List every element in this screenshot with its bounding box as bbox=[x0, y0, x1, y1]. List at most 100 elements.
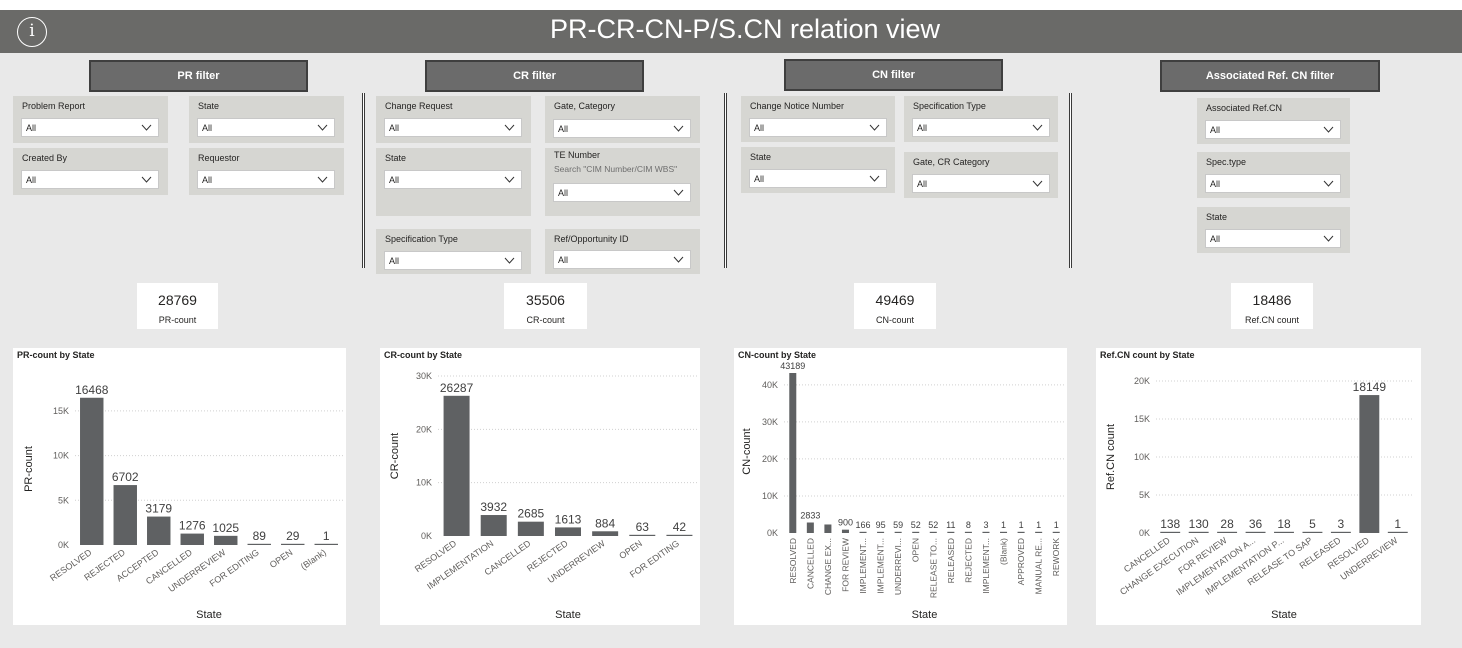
bar bbox=[555, 527, 581, 536]
y-axis-title: Ref.CN count bbox=[1105, 424, 1117, 490]
bar bbox=[480, 515, 507, 536]
bar bbox=[517, 521, 544, 536]
dropdown-value: All bbox=[754, 174, 765, 184]
cn-spec-type-dropdown[interactable]: All bbox=[912, 118, 1050, 137]
cn-state-dropdown[interactable]: All bbox=[749, 169, 887, 188]
dropdown-value: All bbox=[558, 188, 569, 198]
bar bbox=[929, 531, 937, 533]
dropdown-value: All bbox=[558, 255, 569, 265]
bar bbox=[281, 543, 305, 545]
ref-opportunity-dropdown[interactable]: All bbox=[553, 250, 691, 269]
y-tick-label: 10K bbox=[53, 451, 69, 461]
bar bbox=[1245, 531, 1266, 533]
card-value: 35506 bbox=[526, 292, 565, 308]
bar bbox=[1000, 531, 1008, 533]
chevron-down-icon bbox=[1032, 180, 1043, 187]
data-label: 1025 bbox=[212, 521, 239, 535]
spec-type-dropdown[interactable]: All bbox=[1205, 174, 1341, 193]
dropdown-value: All bbox=[754, 123, 765, 133]
cn-filter-header[interactable]: CN filter bbox=[784, 59, 1003, 91]
refcn-count-card: 18486 Ref.CN count bbox=[1231, 283, 1313, 329]
slicer-ref-opportunity-id: Ref/Opportunity ID All bbox=[545, 229, 700, 274]
dropdown-value: All bbox=[917, 123, 928, 133]
dropdown-value: All bbox=[1210, 234, 1221, 244]
pr-state-dropdown[interactable]: All bbox=[197, 118, 335, 137]
x-tick-label: (Blank) bbox=[999, 538, 1009, 565]
data-label: 18149 bbox=[1353, 380, 1387, 394]
y-tick-label: 15K bbox=[53, 406, 69, 416]
problem-report-dropdown[interactable]: All bbox=[21, 118, 159, 137]
data-label: 5 bbox=[1309, 517, 1316, 531]
data-label: 3932 bbox=[480, 500, 507, 514]
x-tick-label: UNDERREVI... bbox=[893, 538, 903, 595]
refcn-filter-header[interactable]: Associated Ref. CN filter bbox=[1160, 60, 1380, 92]
x-tick-label: (Blank) bbox=[299, 547, 328, 572]
y-tick-label: 0K bbox=[767, 528, 778, 538]
cr-count-card: 35506 CR-count bbox=[504, 283, 587, 329]
associated-ref-cn-dropdown[interactable]: All bbox=[1205, 120, 1341, 139]
bar bbox=[1035, 531, 1043, 533]
change-request-dropdown[interactable]: All bbox=[384, 118, 522, 137]
bar bbox=[1387, 531, 1408, 533]
data-label: 36 bbox=[1249, 517, 1263, 531]
x-axis-title: State bbox=[555, 609, 581, 621]
gate-category-dropdown[interactable]: All bbox=[553, 119, 691, 138]
chevron-down-icon bbox=[673, 189, 684, 196]
slicer-spec-type: Spec.type All bbox=[1197, 152, 1350, 198]
slicer-label: Specification Type bbox=[913, 101, 986, 111]
dropdown-value: All bbox=[389, 123, 400, 133]
slicer-label: Ref/Opportunity ID bbox=[554, 234, 629, 244]
x-tick-label: CANCELLED bbox=[805, 538, 815, 589]
slicer-cn-state: State All bbox=[741, 147, 895, 193]
dropdown-value: All bbox=[389, 175, 400, 185]
cr-state-dropdown[interactable]: All bbox=[384, 170, 522, 189]
dropdown-value: All bbox=[1210, 179, 1221, 189]
y-tick-label: 20K bbox=[762, 454, 778, 464]
bar bbox=[982, 531, 990, 533]
data-label: 1 bbox=[1054, 520, 1059, 530]
y-tick-label: 30K bbox=[416, 371, 432, 381]
slicer-label: Change Request bbox=[385, 101, 453, 111]
change-notice-dropdown[interactable]: All bbox=[749, 118, 887, 137]
data-label: 8 bbox=[966, 520, 971, 530]
te-number-dropdown[interactable]: All bbox=[553, 183, 691, 202]
divider bbox=[362, 93, 365, 268]
pr-filter-header[interactable]: PR filter bbox=[89, 60, 308, 92]
data-label: 884 bbox=[595, 516, 615, 530]
y-tick-label: 30K bbox=[762, 417, 778, 427]
x-tick-label: CHANGE EX... bbox=[823, 538, 833, 595]
x-tick-label: OPEN bbox=[268, 547, 295, 570]
data-label: 3 bbox=[1338, 517, 1345, 531]
refcn-state-dropdown[interactable]: All bbox=[1205, 229, 1341, 248]
data-label: 900 bbox=[838, 518, 853, 528]
divider bbox=[724, 93, 727, 268]
cr-filter-header[interactable]: CR filter bbox=[425, 60, 644, 92]
dropdown-value: All bbox=[389, 256, 400, 266]
search-placeholder[interactable]: Search "CIM Number/CIM WBS" bbox=[554, 164, 678, 174]
slicer-cr-state: State All bbox=[376, 148, 531, 216]
x-tick-label: FOR REVIEW bbox=[840, 538, 850, 592]
slicer-label: TE Number bbox=[554, 150, 601, 160]
chevron-down-icon bbox=[869, 175, 880, 182]
dropdown-value: All bbox=[202, 175, 213, 185]
gate-cr-category-dropdown[interactable]: All bbox=[912, 174, 1050, 193]
bar bbox=[314, 543, 338, 545]
dropdown-value: All bbox=[26, 123, 37, 133]
dropdown-value: All bbox=[558, 124, 569, 134]
requestor-dropdown[interactable]: All bbox=[197, 170, 335, 189]
data-label: 28 bbox=[1220, 517, 1234, 531]
data-label: 1613 bbox=[555, 512, 582, 526]
data-label: 1 bbox=[1394, 517, 1401, 531]
bar bbox=[180, 533, 204, 545]
created-by-dropdown[interactable]: All bbox=[21, 170, 159, 189]
cr-spec-type-dropdown[interactable]: All bbox=[384, 251, 522, 270]
y-tick-label: 20K bbox=[416, 424, 432, 434]
x-tick-label: REJECTED bbox=[963, 538, 973, 583]
info-icon[interactable]: i bbox=[17, 17, 47, 47]
data-label: 95 bbox=[876, 520, 886, 530]
data-label: 52 bbox=[911, 520, 921, 530]
bar bbox=[1160, 531, 1181, 533]
bar bbox=[247, 543, 271, 545]
y-tick-label: 5K bbox=[58, 495, 69, 505]
data-label: 1 bbox=[1019, 520, 1024, 530]
